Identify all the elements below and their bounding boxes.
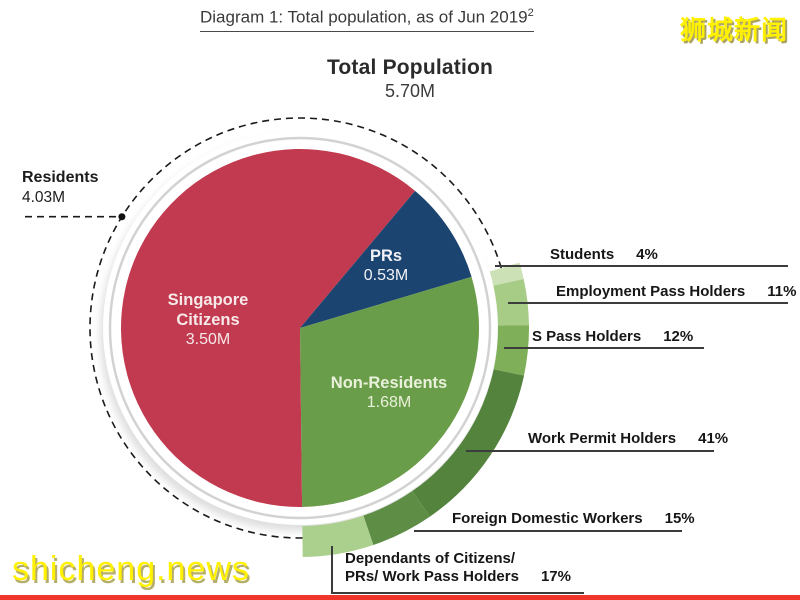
callout-label: Work Permit Holders bbox=[528, 430, 677, 447]
footnote-marker: 2 bbox=[527, 7, 534, 19]
callout-pct: 17% bbox=[540, 568, 571, 585]
slice-name-line: Citizens bbox=[176, 311, 240, 329]
chart-total-value: 5.70M bbox=[384, 81, 436, 101]
slice-label-singapore-citizens: Singapore Citizens 3.50M bbox=[128, 290, 288, 350]
diagram-caption-text: Diagram 1: Total population, as of Jun 2… bbox=[200, 7, 528, 27]
slice-value: 3.50M bbox=[185, 331, 231, 348]
plate-edge-ring bbox=[108, 136, 492, 520]
callout-dependants: Dependants of Citizens/ PRs/ Work Pass H… bbox=[345, 550, 571, 586]
watermark-site-logo-chinese: 狮城新闻 bbox=[679, 15, 788, 45]
annotation-residents-label: Residents bbox=[22, 169, 99, 186]
bottom-red-bar bbox=[0, 595, 800, 600]
leader-line-employment-pass bbox=[508, 302, 788, 304]
leader-line-students bbox=[495, 265, 788, 267]
callout-pct: 15% bbox=[664, 510, 695, 527]
callout-pct: 4% bbox=[636, 246, 658, 263]
pie-slice-prs bbox=[300, 190, 472, 328]
leader-line-work-permit bbox=[466, 450, 714, 452]
slice-name-line: PRs bbox=[369, 247, 403, 265]
leader-line-dependants-vertical bbox=[331, 546, 333, 592]
callout-label: S Pass Holders bbox=[532, 328, 642, 345]
leader-line-foreign-domestic bbox=[414, 530, 682, 532]
leader-line-dependants bbox=[331, 592, 584, 594]
ring-segment-students bbox=[489, 262, 524, 286]
residents-dashed-arc bbox=[89, 117, 503, 539]
callout-pct: 12% bbox=[663, 328, 694, 345]
callout-s-pass: S Pass Holders 12% bbox=[532, 328, 693, 346]
pie-slice-singapore-citizens bbox=[120, 148, 416, 507]
callout-label: Employment Pass Holders bbox=[556, 283, 746, 300]
callout-students: Students 4% bbox=[550, 246, 658, 264]
callout-label-line: Dependants of Citizens/ bbox=[345, 550, 516, 567]
slice-value: 0.53M bbox=[363, 267, 409, 284]
ring-segment-s-pass-holders bbox=[493, 325, 530, 376]
callout-pct: 41% bbox=[698, 430, 729, 447]
callout-work-permit: Work Permit Holders 41% bbox=[528, 430, 728, 448]
slice-label-prs: PRs 0.53M bbox=[330, 246, 442, 286]
ring-segment-dependants-of-citizens-prs-work-pass-holders bbox=[302, 515, 374, 557]
watermark-site-url: shicheng.news bbox=[12, 550, 250, 588]
callout-foreign-domestic: Foreign Domestic Workers 15% bbox=[452, 510, 695, 528]
annotation-residents: Residents 4.03M bbox=[22, 168, 98, 208]
annotation-residents-value: 4.03M bbox=[22, 189, 66, 206]
leader-line-s-pass bbox=[504, 347, 704, 349]
ring-segment-foreign-domestic-workers bbox=[363, 491, 430, 545]
callout-label: Foreign Domestic Workers bbox=[452, 510, 643, 527]
callout-label-line: PRs/ Work Pass Holders bbox=[345, 568, 519, 585]
slice-name-line: Non-Residents bbox=[330, 374, 448, 392]
residents-leader-dot bbox=[118, 213, 126, 221]
ring-segment-work-permit-holders bbox=[412, 369, 524, 517]
diagram-caption: Diagram 1: Total population, as of Jun 2… bbox=[200, 7, 534, 32]
slice-label-non-residents: Non-Residents 1.68M bbox=[298, 373, 480, 413]
callout-employment-pass: Employment Pass Holders 11% bbox=[556, 283, 796, 301]
callout-pct: 11% bbox=[767, 283, 797, 300]
pie-slice-non-residents bbox=[300, 276, 480, 507]
slice-value: 1.68M bbox=[366, 394, 412, 411]
callout-label: Students bbox=[550, 246, 615, 263]
slice-name-line: Singapore bbox=[167, 291, 249, 309]
chart-title: Total Population bbox=[326, 56, 494, 79]
